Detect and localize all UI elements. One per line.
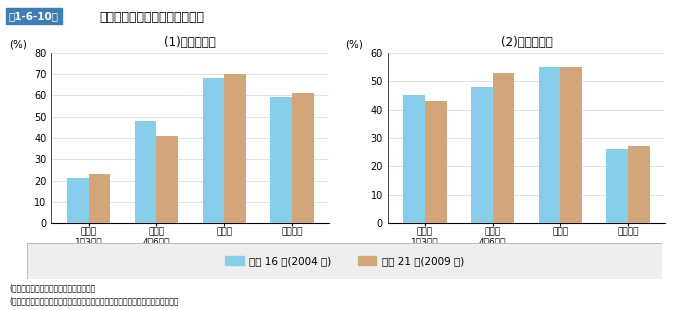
Bar bbox=[224, 74, 246, 223]
Bar bbox=[471, 87, 493, 223]
Text: 第1-6-10図: 第1-6-10図 bbox=[9, 11, 59, 21]
Legend: 平成 16 年(2004 年), 平成 21 年(2009 年): 平成 16 年(2004 年), 平成 21 年(2009 年) bbox=[222, 253, 467, 269]
Y-axis label: (%): (%) bbox=[9, 39, 27, 49]
FancyBboxPatch shape bbox=[27, 243, 662, 279]
Text: (出典）厚生労働省「全国家庭児童調査」: (出典）厚生労働省「全国家庭児童調査」 bbox=[9, 284, 95, 293]
Bar bbox=[493, 73, 514, 223]
Title: (1)クラブ活動: (1)クラブ活動 bbox=[165, 36, 216, 49]
Bar bbox=[292, 93, 314, 223]
Bar bbox=[425, 101, 447, 223]
Bar bbox=[539, 67, 560, 223]
Bar bbox=[560, 67, 582, 223]
Bar bbox=[88, 174, 110, 223]
Text: 終業後のクラブ活動や塾の状況: 終業後のクラブ活動や塾の状況 bbox=[99, 11, 204, 24]
Bar bbox=[403, 95, 425, 223]
Bar bbox=[628, 146, 650, 223]
Bar bbox=[202, 78, 224, 223]
Y-axis label: (%): (%) bbox=[345, 39, 363, 49]
Bar bbox=[156, 136, 178, 223]
Bar bbox=[67, 179, 88, 223]
Bar bbox=[606, 149, 628, 223]
Title: (2)塾や習い事: (2)塾や習い事 bbox=[501, 36, 552, 49]
Bar bbox=[135, 121, 156, 223]
Bar bbox=[270, 97, 292, 223]
Text: (注）高校生等とは、高校生と、各種学校・専修学校・職業訓練校の生徒の合計。: (注）高校生等とは、高校生と、各種学校・専修学校・職業訓練校の生徒の合計。 bbox=[9, 296, 178, 305]
